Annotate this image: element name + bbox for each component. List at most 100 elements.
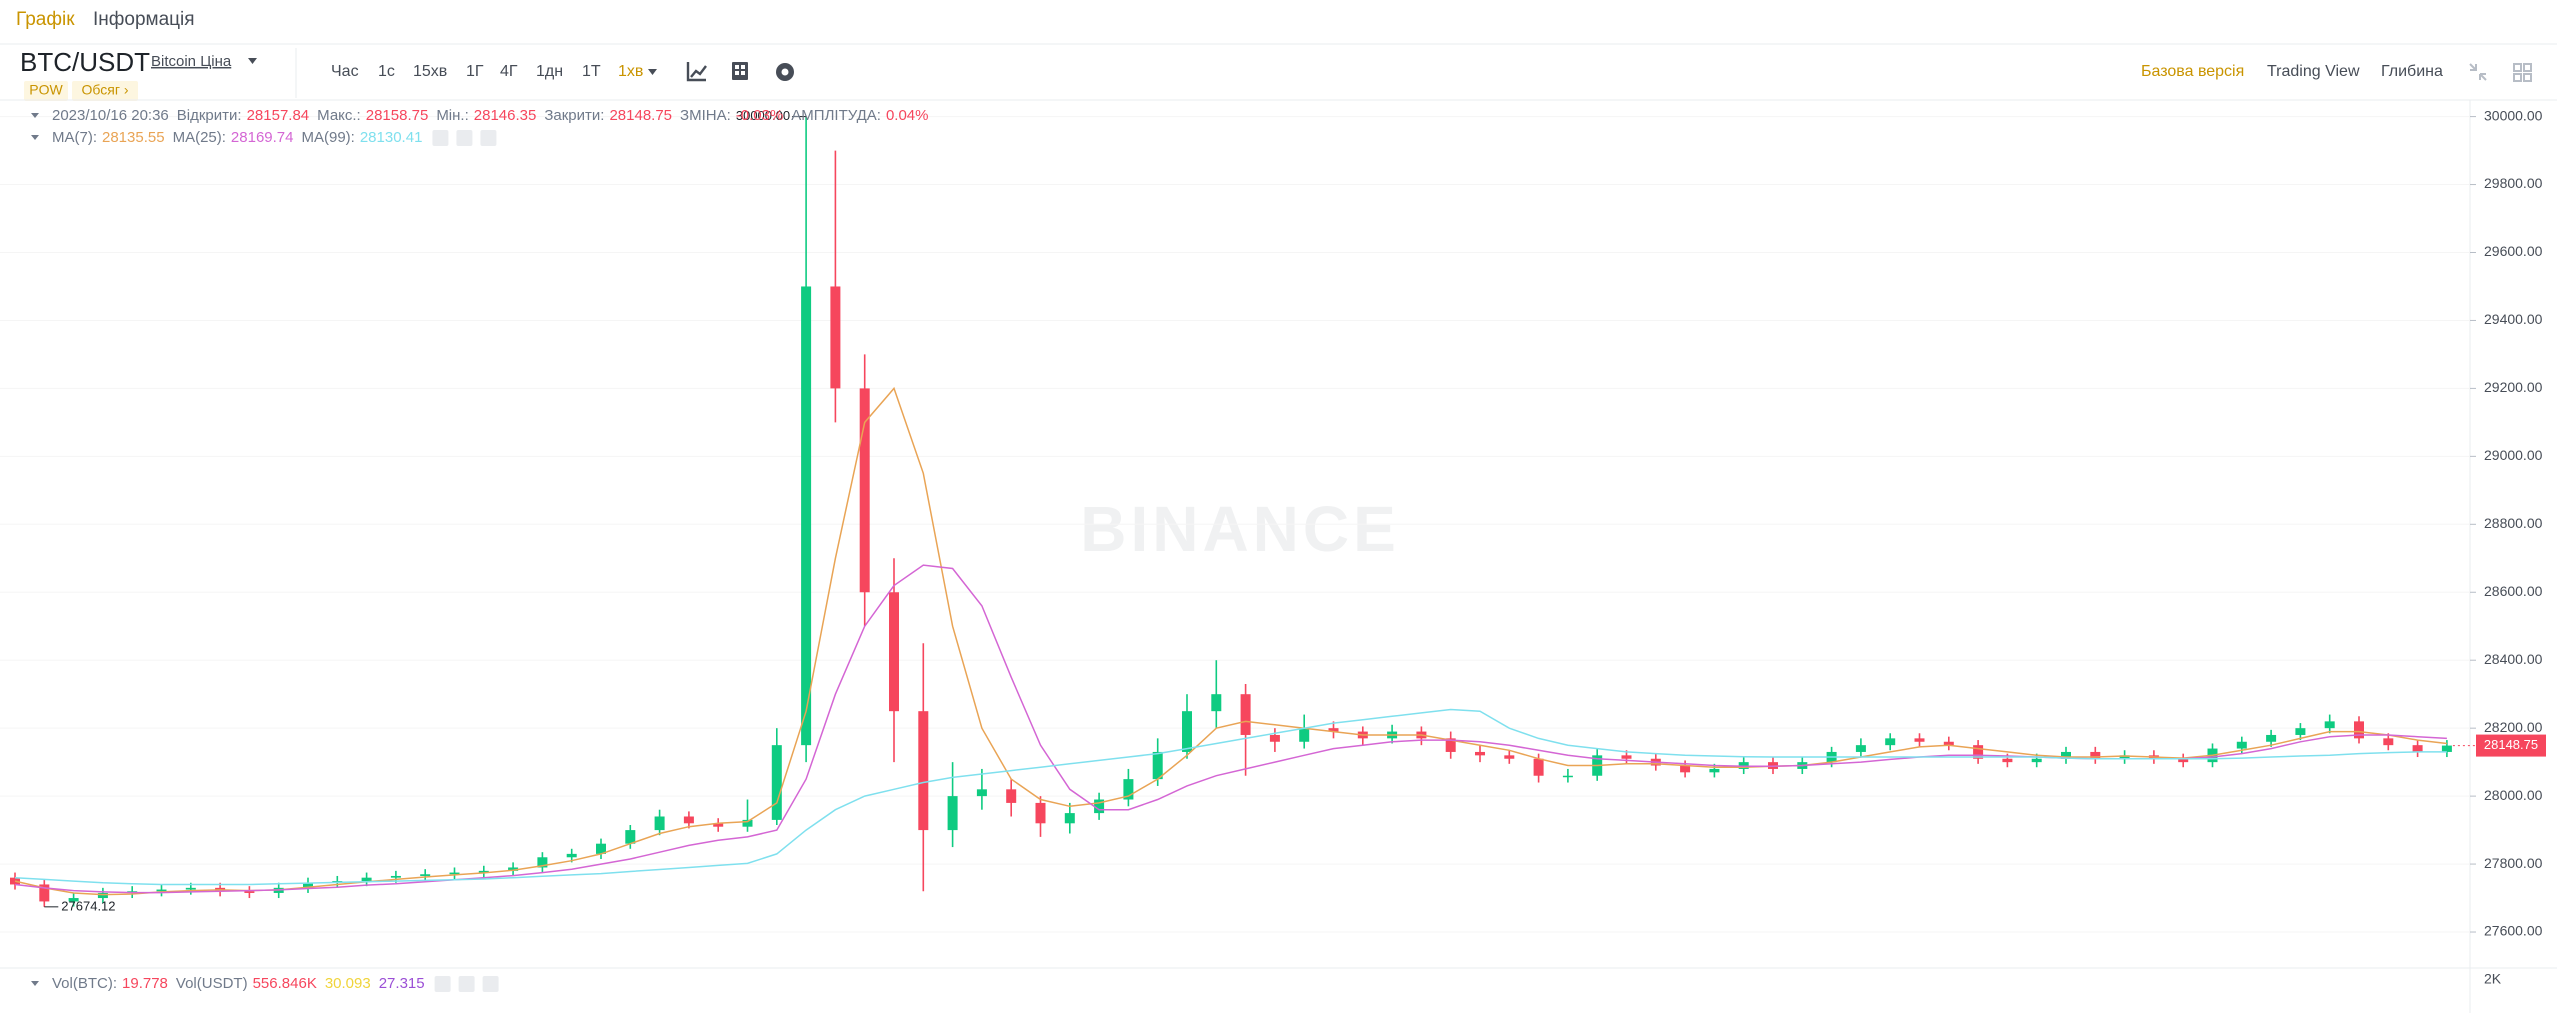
legend-value: -0.03% [736, 107, 784, 124]
name-link[interactable]: Bitcoin Ціна [151, 53, 232, 70]
legend-value: 27.315 [379, 975, 425, 992]
candle-body [303, 882, 313, 888]
candle-body [2295, 728, 2306, 735]
legend-label: ЗМІНА: [680, 107, 731, 124]
y-tick-label: 30000.00 [2484, 107, 2543, 123]
ma-line [14, 386, 2447, 896]
legend-value: 28135.55 [102, 129, 165, 146]
candle-body [1973, 745, 1984, 759]
tab-info[interactable]: Інформація [93, 9, 195, 30]
collapse-icon[interactable] [2469, 63, 2487, 81]
indicator-icon[interactable] [686, 62, 707, 82]
collapse-caret[interactable] [31, 981, 39, 986]
tag-bg [24, 81, 68, 101]
legend-icon[interactable] [480, 130, 497, 146]
candle-body [1533, 758, 1544, 776]
candle-body [2236, 741, 2247, 749]
interval-button[interactable]: 1хв [618, 63, 643, 80]
candle-body [1504, 755, 1515, 759]
legend-label: Закрити: [544, 107, 604, 124]
legend-icon[interactable] [456, 130, 473, 146]
y-tick-label: 27600.00 [2484, 923, 2543, 939]
candle-body [1885, 738, 1896, 746]
vol-axis-label: 2K [2484, 971, 2502, 987]
candle-body [1094, 799, 1105, 814]
candle-body [1621, 755, 1632, 759]
legend-value: 30.093 [325, 975, 371, 992]
legend-label: Макс.: [317, 107, 361, 124]
candle-body [1445, 738, 1456, 752]
legend-value: 28146.35 [474, 107, 537, 124]
view-depth[interactable]: Глибина [2381, 63, 2443, 80]
layout-icon[interactable] [2513, 63, 2532, 82]
legend-value: 556.846K [253, 975, 317, 992]
candle-body [1006, 789, 1017, 803]
ma-line [14, 708, 2447, 886]
candle-body [508, 867, 519, 871]
view-basic[interactable]: Базова версія [2141, 63, 2244, 80]
legend-value: 28130.41 [360, 129, 423, 146]
legend-icon[interactable] [434, 976, 451, 992]
candle-body [244, 891, 255, 893]
candle-body [537, 857, 548, 868]
ma-legend: MA(7): 28135.55 MA(25): 28169.74 MA(99): 2813… [52, 129, 422, 146]
collapse-caret[interactable] [31, 135, 39, 140]
y-tick-label: 29000.00 [2484, 447, 2543, 463]
legend-label: MA(25): [173, 129, 226, 146]
interval-button[interactable]: 1с [378, 63, 395, 80]
legend-label: Vol(USDT) [176, 975, 248, 992]
collapse-caret[interactable] [31, 113, 39, 118]
interval-button[interactable]: 4Г [500, 63, 518, 80]
legend-icon[interactable] [458, 976, 475, 992]
legend-value: 28158.75 [366, 107, 429, 124]
candle-body [1182, 711, 1192, 752]
dropdown-caret[interactable] [648, 69, 657, 75]
interval-button[interactable]: Час [331, 63, 359, 80]
candle-body [2324, 721, 2335, 729]
legend-label: АМПЛІТУДА: [791, 107, 881, 124]
candle-body [683, 816, 694, 824]
y-tick-label: 27800.00 [2484, 855, 2543, 871]
interval-button[interactable]: 1Г [466, 63, 484, 80]
candle-body [1123, 779, 1134, 800]
interval-button[interactable]: 15хв [413, 63, 447, 80]
candle-body [1035, 802, 1046, 824]
tab-chart[interactable]: Графік [16, 9, 75, 30]
legend-label: Мін.: [436, 107, 468, 124]
y-tick-label: 29400.00 [2484, 311, 2543, 327]
tag[interactable]: Обсяг › [82, 82, 129, 98]
candle-body [2002, 758, 2013, 763]
legend-label: MA(7): [52, 129, 97, 146]
interval-button[interactable]: 1дн [536, 63, 563, 80]
y-tick-label: 28200.00 [2484, 719, 2543, 735]
settings-icon[interactable] [776, 63, 794, 81]
candle-body [39, 884, 50, 902]
legend-value: 19.778 [122, 975, 168, 992]
high-marker-label: 30000.00 [736, 108, 790, 123]
candle-body [566, 853, 577, 858]
candle-body [185, 887, 196, 890]
legend-icon[interactable] [482, 976, 499, 992]
candle-body [449, 872, 460, 875]
interval-button[interactable]: 1Т [582, 63, 601, 80]
y-tick-label: 28000.00 [2484, 787, 2543, 803]
legend-value: 28169.74 [231, 129, 294, 146]
candle-body [1562, 775, 1573, 778]
y-tick-label: 29600.00 [2484, 243, 2543, 259]
tag-bg [72, 81, 138, 101]
candle-body [1299, 728, 1310, 742]
candle-body [68, 898, 79, 902]
candle-body [947, 796, 958, 831]
template-icon[interactable] [732, 62, 748, 80]
candle-body [2412, 745, 2423, 752]
legend-icon[interactable] [432, 130, 449, 146]
candle-body [361, 877, 372, 882]
candle-body [1211, 694, 1222, 712]
dropdown-caret[interactable] [248, 58, 257, 64]
view-tradingview[interactable]: Trading View [2267, 63, 2360, 80]
legend-value: 0.04% [886, 107, 929, 124]
y-tick-label: 28400.00 [2484, 651, 2543, 667]
candle-body [801, 286, 812, 746]
candle-body [1328, 728, 1339, 732]
